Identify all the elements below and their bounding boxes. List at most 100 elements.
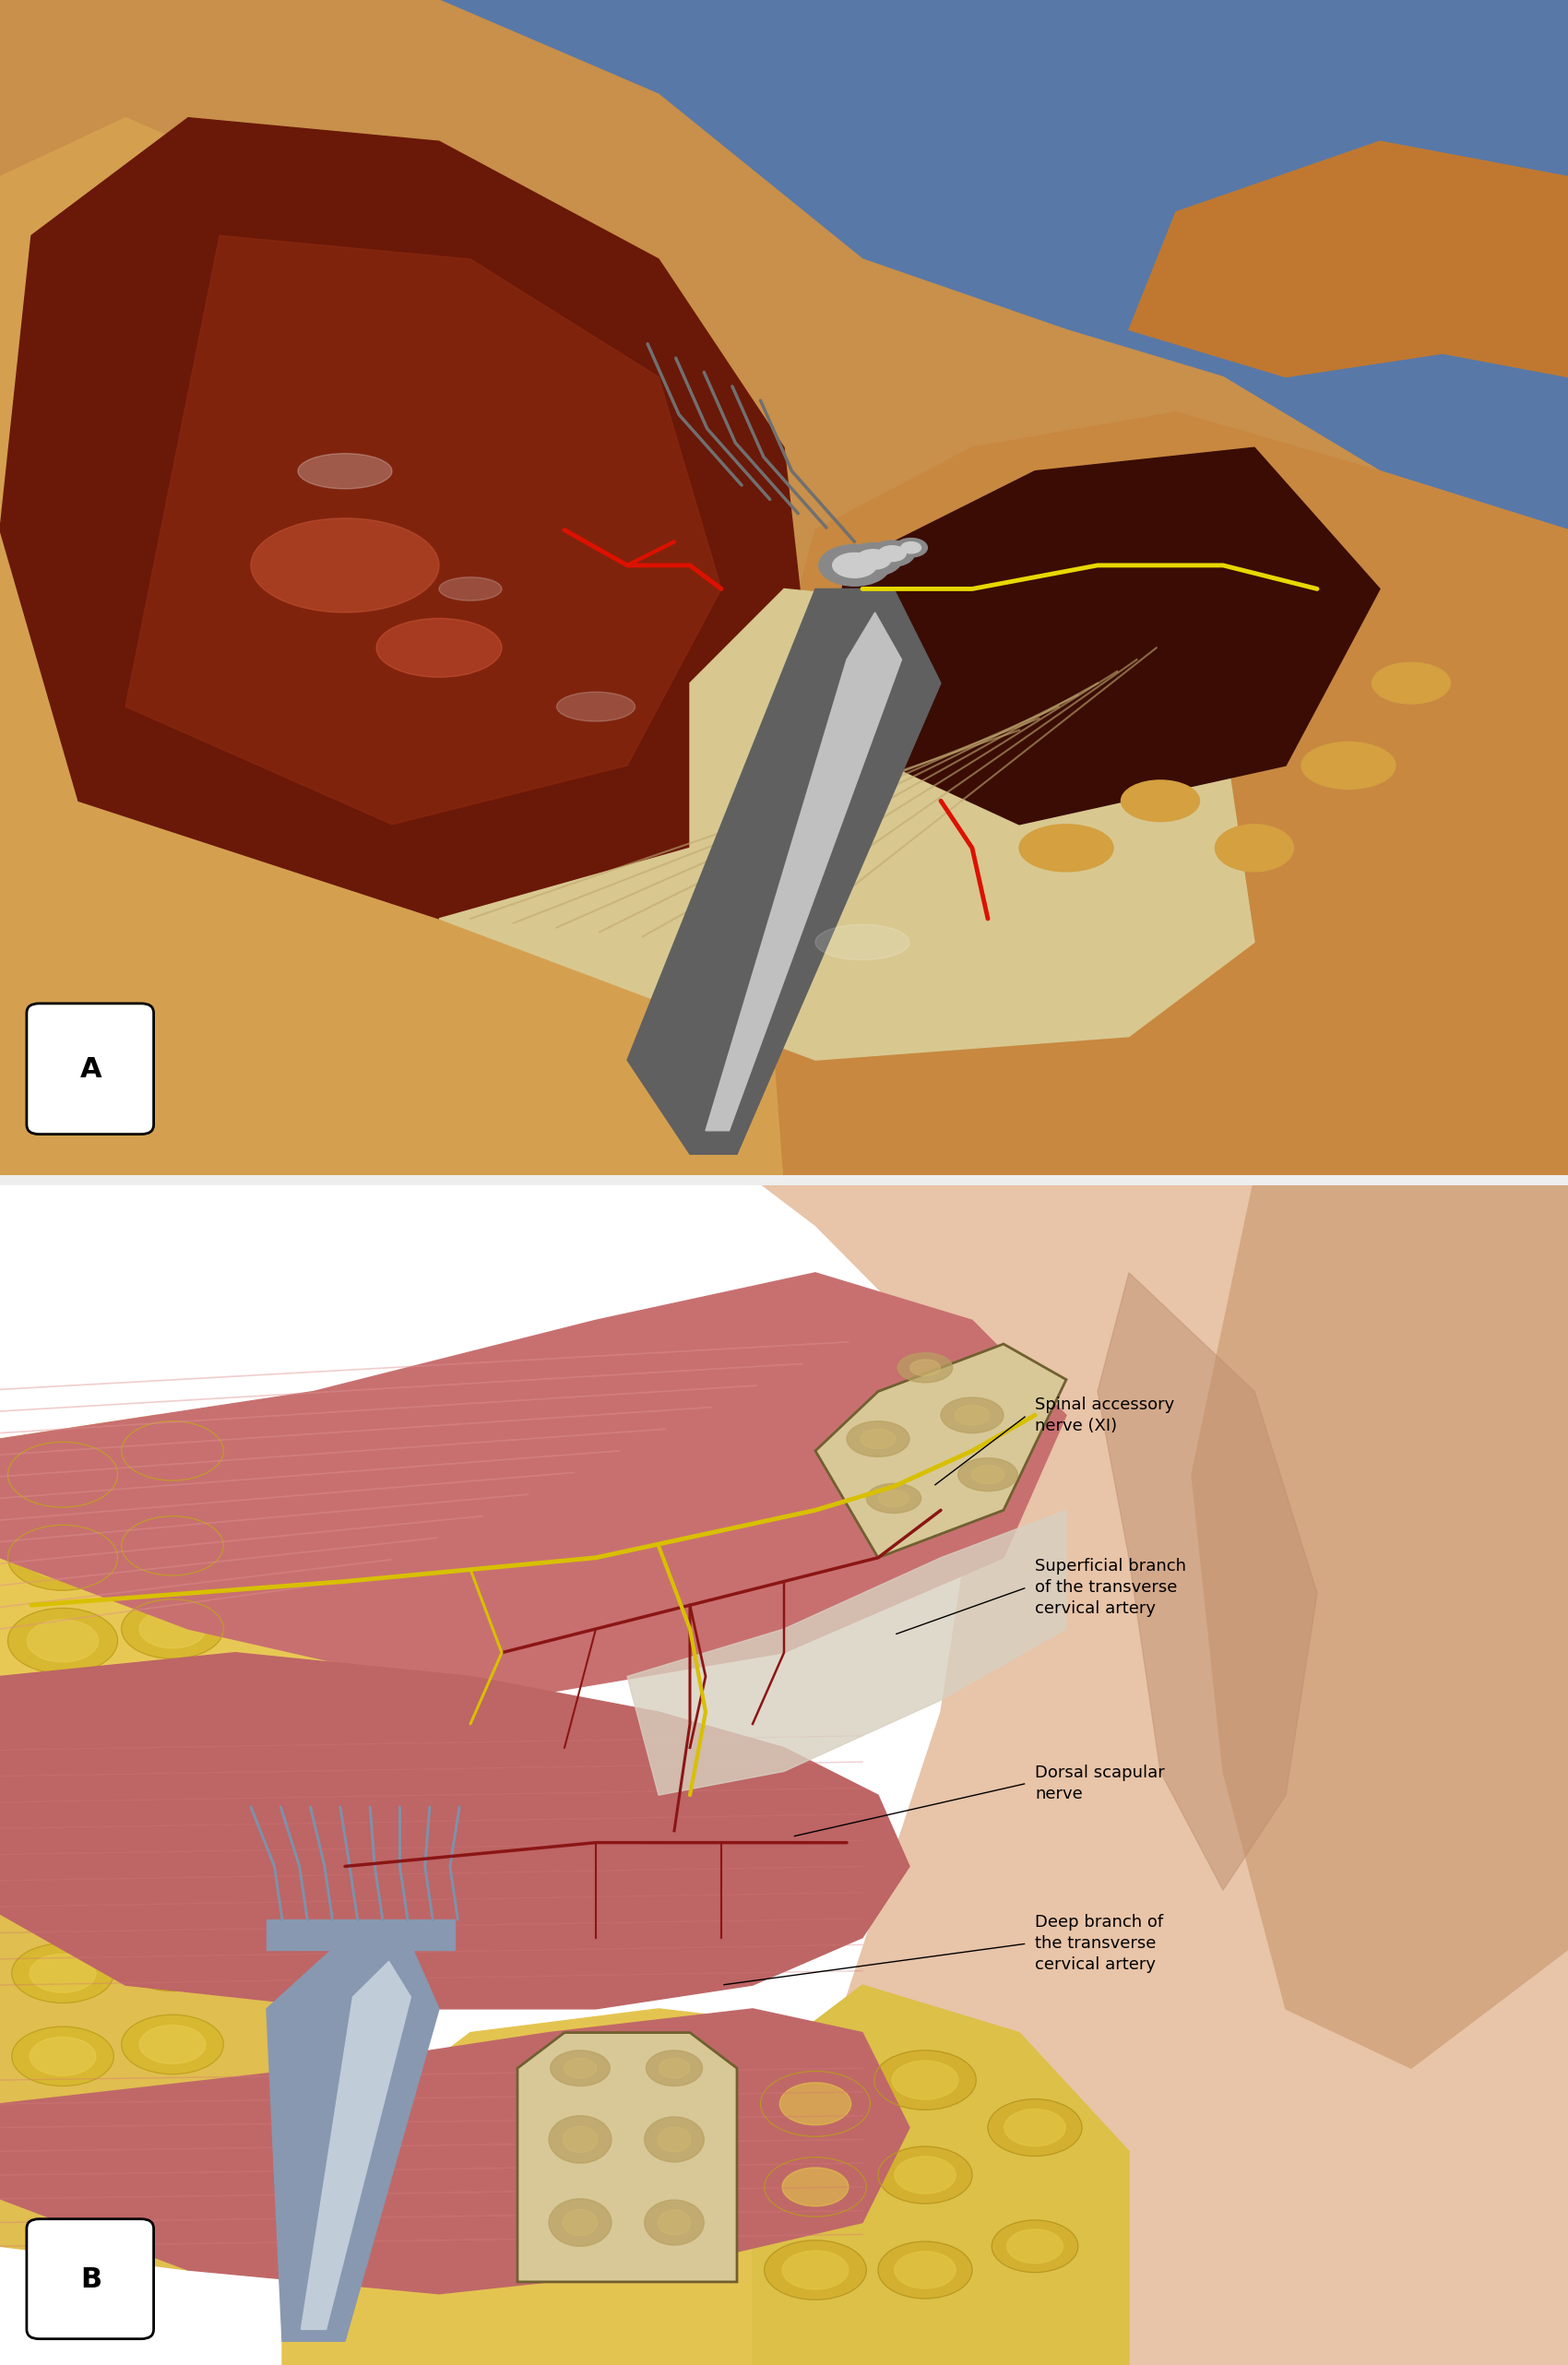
- Polygon shape: [815, 447, 1380, 825]
- Ellipse shape: [251, 518, 439, 613]
- Ellipse shape: [140, 1693, 205, 1731]
- Polygon shape: [0, 118, 815, 1178]
- Ellipse shape: [764, 2157, 866, 2216]
- Ellipse shape: [122, 1849, 223, 1909]
- Polygon shape: [0, 1831, 345, 2270]
- Ellipse shape: [122, 1764, 223, 1826]
- Ellipse shape: [30, 1788, 96, 1826]
- Ellipse shape: [892, 2060, 958, 2100]
- Ellipse shape: [8, 1525, 118, 1589]
- Ellipse shape: [856, 549, 891, 570]
- Ellipse shape: [140, 1431, 205, 1471]
- Text: Spinal accessory
nerve (XI): Spinal accessory nerve (XI): [1035, 1395, 1174, 1433]
- FancyBboxPatch shape: [27, 2218, 154, 2339]
- Ellipse shape: [27, 1620, 99, 1663]
- Ellipse shape: [782, 2169, 848, 2207]
- Ellipse shape: [564, 2058, 596, 2079]
- Ellipse shape: [845, 544, 902, 577]
- Ellipse shape: [298, 454, 392, 490]
- Ellipse shape: [140, 1859, 205, 1897]
- Ellipse shape: [27, 1537, 99, 1580]
- Text: Deep branch of
the transverse
cervical artery: Deep branch of the transverse cervical a…: [1035, 1913, 1163, 1972]
- Ellipse shape: [894, 2157, 956, 2195]
- Ellipse shape: [895, 539, 927, 558]
- Ellipse shape: [122, 1516, 223, 1575]
- Ellipse shape: [955, 1405, 989, 1426]
- Ellipse shape: [878, 546, 906, 561]
- Polygon shape: [0, 118, 815, 918]
- Polygon shape: [1192, 1178, 1568, 2067]
- Ellipse shape: [866, 1483, 920, 1514]
- Ellipse shape: [1121, 780, 1200, 821]
- Polygon shape: [1129, 142, 1568, 376]
- Ellipse shape: [764, 2240, 866, 2299]
- Polygon shape: [439, 589, 1254, 1060]
- Ellipse shape: [30, 1871, 96, 1909]
- Ellipse shape: [549, 2117, 612, 2164]
- Ellipse shape: [122, 1421, 223, 1480]
- Ellipse shape: [818, 544, 891, 587]
- Ellipse shape: [30, 1705, 96, 1743]
- Text: A: A: [80, 1057, 102, 1083]
- Polygon shape: [753, 412, 1568, 1178]
- FancyBboxPatch shape: [27, 1003, 154, 1135]
- Bar: [267, 1920, 455, 1949]
- Polygon shape: [815, 1343, 1066, 1559]
- Ellipse shape: [659, 2126, 690, 2152]
- Ellipse shape: [958, 1457, 1018, 1492]
- Ellipse shape: [557, 693, 635, 721]
- Polygon shape: [706, 613, 902, 1130]
- Ellipse shape: [659, 2058, 690, 2079]
- Ellipse shape: [646, 2050, 702, 2086]
- Ellipse shape: [875, 2050, 975, 2110]
- Ellipse shape: [439, 577, 502, 601]
- Ellipse shape: [1019, 825, 1113, 873]
- Ellipse shape: [659, 2211, 690, 2235]
- Ellipse shape: [140, 1611, 205, 1648]
- Polygon shape: [517, 2032, 737, 2282]
- Ellipse shape: [861, 1428, 895, 1450]
- Polygon shape: [1098, 1272, 1317, 1890]
- Ellipse shape: [941, 1398, 1004, 1433]
- Ellipse shape: [1301, 743, 1396, 790]
- Ellipse shape: [644, 2117, 704, 2162]
- Ellipse shape: [122, 1599, 223, 1658]
- Ellipse shape: [27, 1454, 99, 1495]
- Ellipse shape: [847, 1421, 909, 1457]
- Polygon shape: [282, 2008, 1098, 2365]
- Ellipse shape: [878, 2147, 972, 2204]
- Ellipse shape: [991, 2221, 1077, 2273]
- Ellipse shape: [13, 1693, 113, 1752]
- Polygon shape: [301, 1961, 411, 2330]
- Ellipse shape: [30, 2036, 96, 2076]
- Ellipse shape: [550, 2050, 610, 2086]
- Ellipse shape: [30, 1953, 96, 1991]
- Text: Superficial branch
of the transverse
cervical artery: Superficial branch of the transverse cer…: [1035, 1559, 1185, 1618]
- Ellipse shape: [563, 2126, 597, 2152]
- Ellipse shape: [13, 1778, 113, 1838]
- Polygon shape: [0, 0, 1568, 1178]
- Ellipse shape: [815, 925, 909, 960]
- Ellipse shape: [782, 2251, 848, 2289]
- Ellipse shape: [760, 2072, 870, 2136]
- Ellipse shape: [1007, 2230, 1063, 2263]
- Ellipse shape: [988, 2100, 1082, 2157]
- Ellipse shape: [1372, 662, 1450, 705]
- Ellipse shape: [122, 1682, 223, 1741]
- Ellipse shape: [122, 2015, 223, 2074]
- Ellipse shape: [13, 1944, 113, 2003]
- Polygon shape: [753, 1984, 1129, 2365]
- Polygon shape: [0, 2008, 909, 2294]
- Ellipse shape: [897, 1353, 952, 1384]
- Polygon shape: [0, 1653, 909, 2008]
- Polygon shape: [0, 1414, 345, 1831]
- Polygon shape: [627, 1511, 1066, 1795]
- Text: Dorsal scapular
nerve: Dorsal scapular nerve: [1035, 1764, 1165, 1802]
- Ellipse shape: [902, 542, 920, 553]
- Text: B: B: [80, 2266, 102, 2294]
- Polygon shape: [267, 1937, 439, 2341]
- Ellipse shape: [870, 542, 914, 568]
- Ellipse shape: [644, 2199, 704, 2244]
- Ellipse shape: [13, 1861, 113, 1920]
- Ellipse shape: [1215, 825, 1294, 873]
